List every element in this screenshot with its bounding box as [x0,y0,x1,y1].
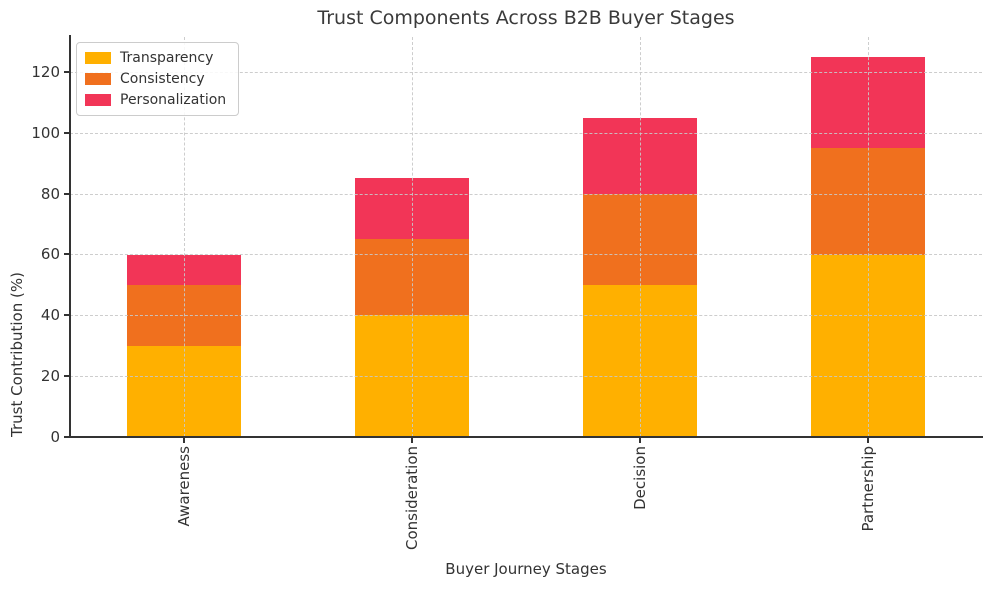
legend-label: Consistency [120,71,205,87]
y-tick-label-60: 60 [40,245,60,264]
x-tick-label-consideration: Consideration [403,446,421,550]
y-tick-mark [64,375,69,378]
grid-layer [70,37,982,437]
x-tick-mark [639,438,641,443]
y-tick-label-100: 100 [31,123,60,142]
y-tick-mark [64,131,69,134]
gridline-horizontal [70,376,982,378]
legend-swatch-icon [85,94,111,106]
gridline-vertical [184,37,185,437]
legend-label: Transparency [120,50,214,66]
plot-area [70,37,982,437]
gridline-vertical [868,37,869,437]
y-tick-label-80: 80 [40,184,60,203]
x-axis-spine [69,436,983,438]
gridline-horizontal [70,132,982,134]
gridline-horizontal [70,193,982,195]
y-tick-label-120: 120 [31,62,60,81]
gridline-vertical [412,37,413,437]
x-tick-label-awareness: Awareness [175,446,193,527]
gridline-horizontal [70,71,982,73]
legend-swatch-icon [85,73,111,85]
y-tick-label-40: 40 [40,306,60,325]
legend: Transparency Consistency Personalization [76,42,240,116]
x-tick-label-decision: Decision [631,446,649,510]
gridline-horizontal [70,315,982,317]
y-tick-mark [64,70,69,73]
x-tick-label-partnership: Partnership [859,446,877,532]
y-tick-mark [64,314,69,317]
legend-swatch-icon [85,52,111,64]
legend-item-personalization: Personalization [85,92,226,108]
x-tick-mark [867,438,869,443]
y-tick-mark [64,436,69,438]
y-axis-label: Trust Contribution (%) [8,272,26,437]
y-tick-mark [64,192,69,195]
chart-title: Trust Components Across B2B Buyer Stages [317,7,735,29]
y-tick-label-20: 20 [40,367,60,386]
x-tick-mark [411,438,413,443]
gridline-horizontal [70,254,982,256]
y-tick-mark [64,253,69,256]
legend-item-transparency: Transparency [85,50,226,66]
legend-item-consistency: Consistency [85,71,226,87]
x-axis-label: Buyer Journey Stages [445,560,607,578]
y-axis-spine [69,35,71,438]
x-tick-mark [183,438,185,443]
gridline-vertical [640,37,641,437]
y-tick-label-0: 0 [50,428,60,446]
legend-label: Personalization [120,92,227,108]
